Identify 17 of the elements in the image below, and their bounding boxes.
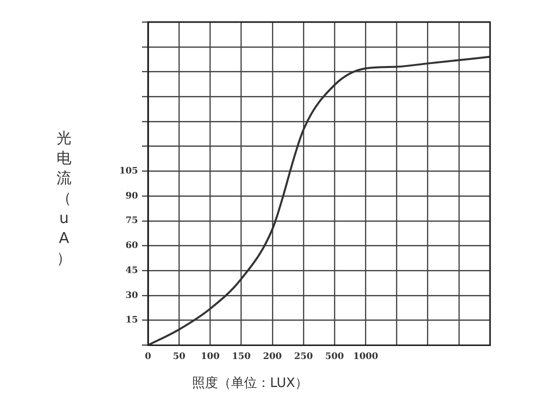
x-tick-label: 1000 bbox=[353, 352, 378, 362]
y-tick-label: 60 bbox=[125, 241, 138, 252]
y-tick-label: 45 bbox=[125, 266, 138, 276]
y-tick-label: 30 bbox=[125, 290, 138, 301]
y-tick-label: 15 bbox=[125, 316, 138, 326]
x-axis-title: 照度（单位：LUX） bbox=[190, 375, 310, 392]
x-tick-label: 250 bbox=[294, 352, 313, 362]
x-tick-label: 200 bbox=[262, 352, 282, 362]
x-tick-label: 150 bbox=[232, 352, 251, 362]
y-tick-label: 75 bbox=[125, 216, 138, 226]
x-tick-label: 500 bbox=[325, 352, 344, 362]
y-axis-title: 光电流（uA） bbox=[56, 128, 72, 268]
x-tick-label: 50 bbox=[172, 352, 186, 362]
x-tick-label: 100 bbox=[200, 352, 220, 362]
x-tick-label: 0 bbox=[144, 352, 152, 362]
y-tick-label: 105 bbox=[119, 166, 138, 177]
y-tick-label: 90 bbox=[125, 191, 138, 202]
